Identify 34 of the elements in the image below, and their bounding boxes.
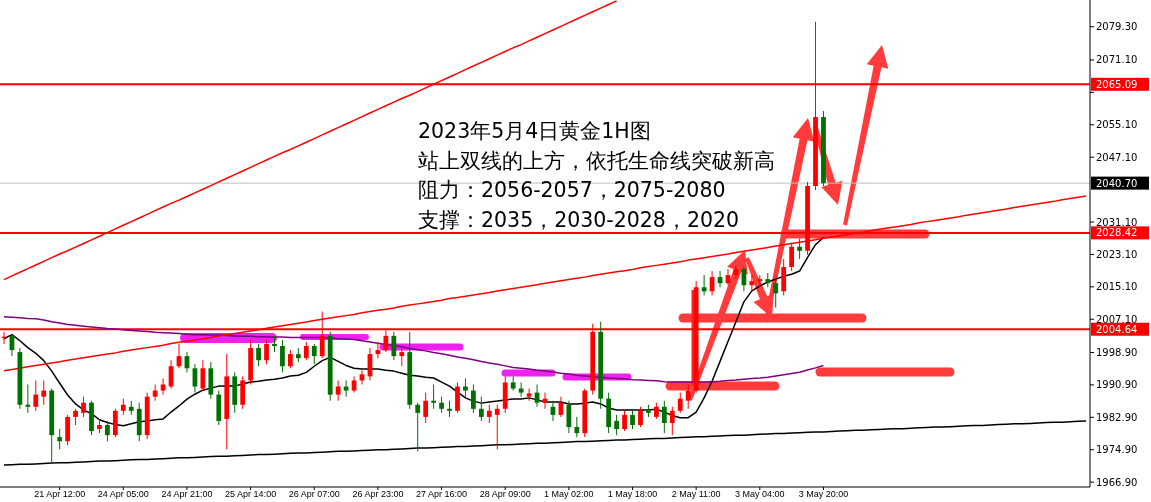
y-tick-label: 1966.90	[1096, 476, 1138, 488]
y-tick-label: 2031.10	[1096, 216, 1138, 228]
x-tick-label: 26 Apr 07:00	[288, 489, 340, 499]
x-tick-label: 28 Apr 09:00	[479, 489, 531, 499]
x-tick-label: 24 Apr 05:00	[97, 489, 149, 499]
x-tick-label: 1 May 02:00	[544, 489, 594, 499]
x-tick-label: 21 Apr 12:00	[34, 489, 86, 499]
x-tick-label: 26 Apr 23:00	[352, 489, 404, 499]
x-tick-label: 25 Apr 14:00	[225, 489, 277, 499]
y-tick-label: 2047.10	[1096, 151, 1138, 163]
y-tick-label: 2007.10	[1096, 313, 1138, 325]
y-tick-label: 2071.10	[1096, 54, 1138, 66]
ref-line-label: 2004.64	[1096, 323, 1138, 335]
y-tick-label: 2055.10	[1096, 119, 1138, 131]
x-tick-label: 2 May 11:00	[671, 489, 721, 499]
x-tick-label: 27 Apr 16:00	[416, 489, 468, 499]
x-tick-label: 3 May 04:00	[735, 489, 785, 499]
y-tick-label: 1974.90	[1096, 444, 1138, 456]
annotation: 2023年5月4日黄金1H图	[418, 119, 651, 143]
y-tick-label: 2023.10	[1096, 248, 1138, 260]
y-tick-label: 1998.90	[1096, 346, 1138, 358]
x-tick-label: 3 May 20:00	[798, 489, 849, 499]
annotation: 支撑：2035，2030-2028，2020	[418, 207, 740, 232]
y-tick-label: 1982.90	[1096, 411, 1138, 423]
ref-line-label: 2065.09	[1096, 78, 1138, 90]
x-tick-label: 24 Apr 21:00	[161, 489, 213, 499]
y-tick-label: 2079.30	[1096, 21, 1138, 33]
x-tick-label: 1 May 18:00	[607, 489, 658, 499]
annotation: 站上双线的上方，依托生命线突破新高	[418, 148, 775, 173]
ref-line-label: 2028.42	[1096, 227, 1138, 239]
y-tick-label: 2015.10	[1096, 281, 1138, 293]
annotation: 阻力：2056-2057，2075-2080	[418, 178, 726, 202]
ref-line-label: 2040.70	[1096, 177, 1138, 189]
y-tick-label: 1990.90	[1096, 379, 1138, 391]
